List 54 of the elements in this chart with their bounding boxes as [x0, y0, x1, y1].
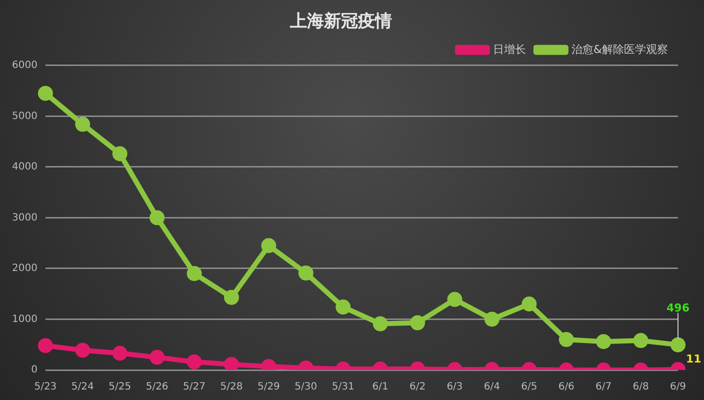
y-tick-label: 2000 [12, 263, 38, 274]
point [38, 86, 53, 101]
x-tick-label: 6/1 [372, 382, 388, 393]
x-tick-label: 5/31 [332, 382, 354, 393]
point [150, 350, 165, 365]
point [372, 316, 388, 332]
point [150, 210, 165, 226]
legend-label: 治愈&解除医学观察 [571, 42, 668, 56]
annotation: 496 [666, 302, 690, 315]
point [298, 266, 314, 281]
point [484, 312, 500, 327]
x-tick-label: 5/25 [108, 382, 132, 393]
x-tick-label: 6/2 [409, 382, 426, 393]
point [224, 290, 239, 305]
legend-label: 日增长 [492, 42, 526, 56]
x-tick-label: 5/23 [34, 382, 57, 393]
y-tick-label: 0 [31, 364, 38, 376]
point [410, 315, 426, 330]
x-tick-label: 6/6 [558, 382, 574, 393]
point [112, 146, 128, 162]
x-tick-label: 6/9 [670, 382, 686, 393]
y-tick-label: 6000 [12, 60, 38, 71]
x-tick-label: 6/5 [521, 382, 538, 393]
x-tick-label: 5/24 [71, 382, 94, 393]
point [447, 292, 462, 307]
point [186, 354, 202, 370]
point [224, 356, 239, 370]
x-tick-label: 5/30 [294, 382, 318, 393]
x-tick-label: 6/4 [484, 382, 500, 393]
x-tick-label: 6/7 [596, 382, 612, 393]
x-tick-label: 6/8 [632, 382, 649, 393]
x-tick-label: 5/26 [146, 382, 168, 393]
x-tick-label: 5/28 [220, 382, 243, 393]
point [186, 266, 202, 282]
point [522, 296, 537, 312]
annotation: 11 [686, 352, 702, 366]
x-tick-label: 5/27 [183, 382, 206, 393]
x-tick-label: 5/29 [257, 382, 280, 393]
point [38, 338, 53, 354]
chart-title: 上海新冠疫情 [289, 12, 392, 32]
point [75, 342, 90, 358]
point [75, 116, 90, 132]
y-tick-label: 3000 [12, 212, 38, 224]
y-tick-label: 4000 [12, 162, 38, 173]
y-tick-label: 5000 [12, 110, 38, 122]
y-tick-label: 1000 [12, 314, 38, 325]
point [336, 300, 351, 315]
point [633, 333, 648, 348]
x-tick-label: 6/3 [446, 382, 463, 393]
point [558, 332, 574, 348]
point [112, 346, 128, 361]
point [670, 337, 686, 352]
point [596, 334, 612, 350]
point [261, 238, 276, 254]
